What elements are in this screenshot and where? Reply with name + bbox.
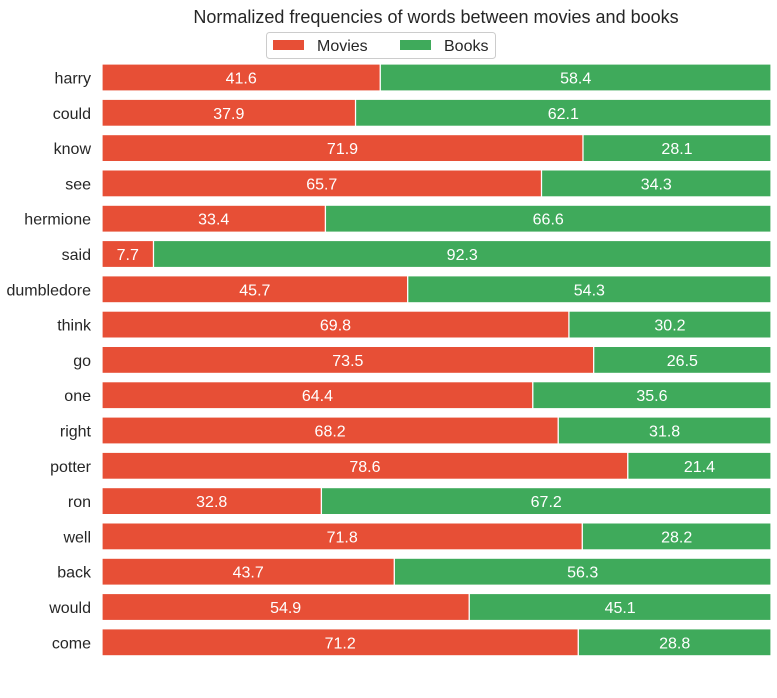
bar-movies-could (101, 98, 357, 127)
data-label-books-would: 45.1 (605, 600, 636, 617)
bar-books-ron (320, 487, 772, 516)
data-label-books-one: 35.6 (636, 388, 667, 405)
bar-books-see (540, 169, 772, 198)
bar-books-hermione (324, 204, 772, 233)
data-label-books-well: 28.2 (661, 529, 692, 546)
bar-books-dumbledore (407, 275, 772, 304)
bar-movies-think (101, 310, 570, 339)
category-label-one: one (64, 388, 91, 405)
bar-movies-ron (101, 487, 323, 516)
data-label-movies-dumbledore: 45.7 (239, 282, 270, 299)
bar-movies-right (101, 416, 559, 445)
category-label-would: would (48, 600, 91, 617)
bar-movies-know (101, 134, 584, 163)
data-label-movies-ron: 32.8 (196, 494, 227, 511)
category-label-well: well (62, 529, 91, 546)
category-label-potter: potter (50, 459, 92, 476)
legend-label-books: Books (444, 38, 488, 55)
data-label-movies-well: 71.8 (327, 529, 358, 546)
category-label-harry: harry (55, 71, 91, 88)
data-label-books-potter: 21.4 (684, 459, 715, 476)
data-label-books-could: 62.1 (548, 106, 579, 123)
data-label-books-go: 26.5 (667, 353, 698, 370)
bar-movies-would (101, 592, 470, 622)
category-label-think: think (57, 318, 92, 335)
category-label-could: could (53, 106, 91, 123)
legend-swatch-movies (273, 40, 304, 50)
category-label-back: back (57, 565, 92, 582)
data-label-movies-harry: 41.6 (226, 71, 257, 88)
data-label-books-ron: 67.2 (531, 494, 562, 511)
legend: Movies Books (266, 32, 496, 59)
data-label-books-think: 30.2 (654, 318, 685, 335)
data-label-books-come: 28.8 (659, 635, 690, 652)
data-label-books-right: 31.8 (649, 424, 680, 441)
legend-frame (266, 32, 496, 59)
data-label-movies-right: 68.2 (315, 424, 346, 441)
data-label-movies-think: 69.8 (320, 318, 351, 335)
chart-title: Normalized frequencies of words between … (193, 7, 678, 27)
category-label-ron: ron (68, 494, 91, 511)
bar-movies-harry (101, 63, 381, 92)
bar-books-right (557, 416, 772, 445)
data-label-books-know: 28.1 (661, 141, 692, 158)
bar-books-potter (627, 451, 772, 480)
bar-movies-one (101, 381, 534, 410)
data-label-movies-see: 65.7 (306, 176, 337, 193)
category-label-come: come (52, 635, 91, 652)
category-label-right: right (60, 424, 92, 441)
data-label-movies-come: 71.2 (325, 635, 356, 652)
data-label-movies-back: 43.7 (233, 565, 264, 582)
data-label-books-said: 92.3 (447, 247, 478, 264)
data-label-movies-said: 7.7 (117, 247, 139, 264)
bar-books-harry (379, 63, 772, 92)
data-label-movies-would: 54.9 (270, 600, 301, 617)
data-label-movies-know: 71.9 (327, 141, 358, 158)
bar-movies-go (101, 345, 595, 374)
bar-books-come (577, 628, 772, 657)
bar-books-could (354, 98, 772, 127)
category-label-hermione: hermione (24, 212, 91, 229)
legend-swatch-books (400, 40, 431, 50)
category-label-see: see (65, 176, 91, 193)
bar-books-one (532, 381, 772, 410)
bar-movies-said (101, 239, 155, 269)
bar-movies-hermione (101, 204, 327, 233)
data-label-movies-go: 73.5 (332, 353, 363, 370)
data-label-books-hermione: 66.6 (533, 212, 564, 229)
bar-movies-come (101, 628, 579, 657)
bar-books-said (152, 239, 772, 269)
category-label-dumbledore: dumbledore (7, 282, 92, 299)
data-label-books-harry: 58.4 (560, 71, 591, 88)
bar-books-well (581, 522, 772, 551)
bar-books-would (468, 592, 772, 622)
data-label-movies-could: 37.9 (213, 106, 244, 123)
bar-movies-dumbledore (101, 275, 409, 304)
bar-movies-back (101, 557, 395, 586)
data-label-movies-hermione: 33.4 (198, 212, 229, 229)
bar-books-go (593, 345, 772, 374)
data-label-books-dumbledore: 54.3 (574, 282, 605, 299)
bar-movies-potter (101, 451, 629, 480)
bar-books-know (582, 134, 772, 163)
data-label-books-see: 34.3 (641, 176, 672, 193)
data-label-movies-potter: 78.6 (349, 459, 380, 476)
bar-books-back (393, 557, 772, 586)
data-label-movies-one: 64.4 (302, 388, 333, 405)
data-label-books-back: 56.3 (567, 565, 598, 582)
category-label-go: go (73, 353, 91, 370)
legend-label-movies: Movies (317, 38, 368, 55)
category-label-know: know (54, 141, 92, 158)
category-label-said: said (62, 247, 91, 264)
bar-books-think (568, 310, 772, 339)
